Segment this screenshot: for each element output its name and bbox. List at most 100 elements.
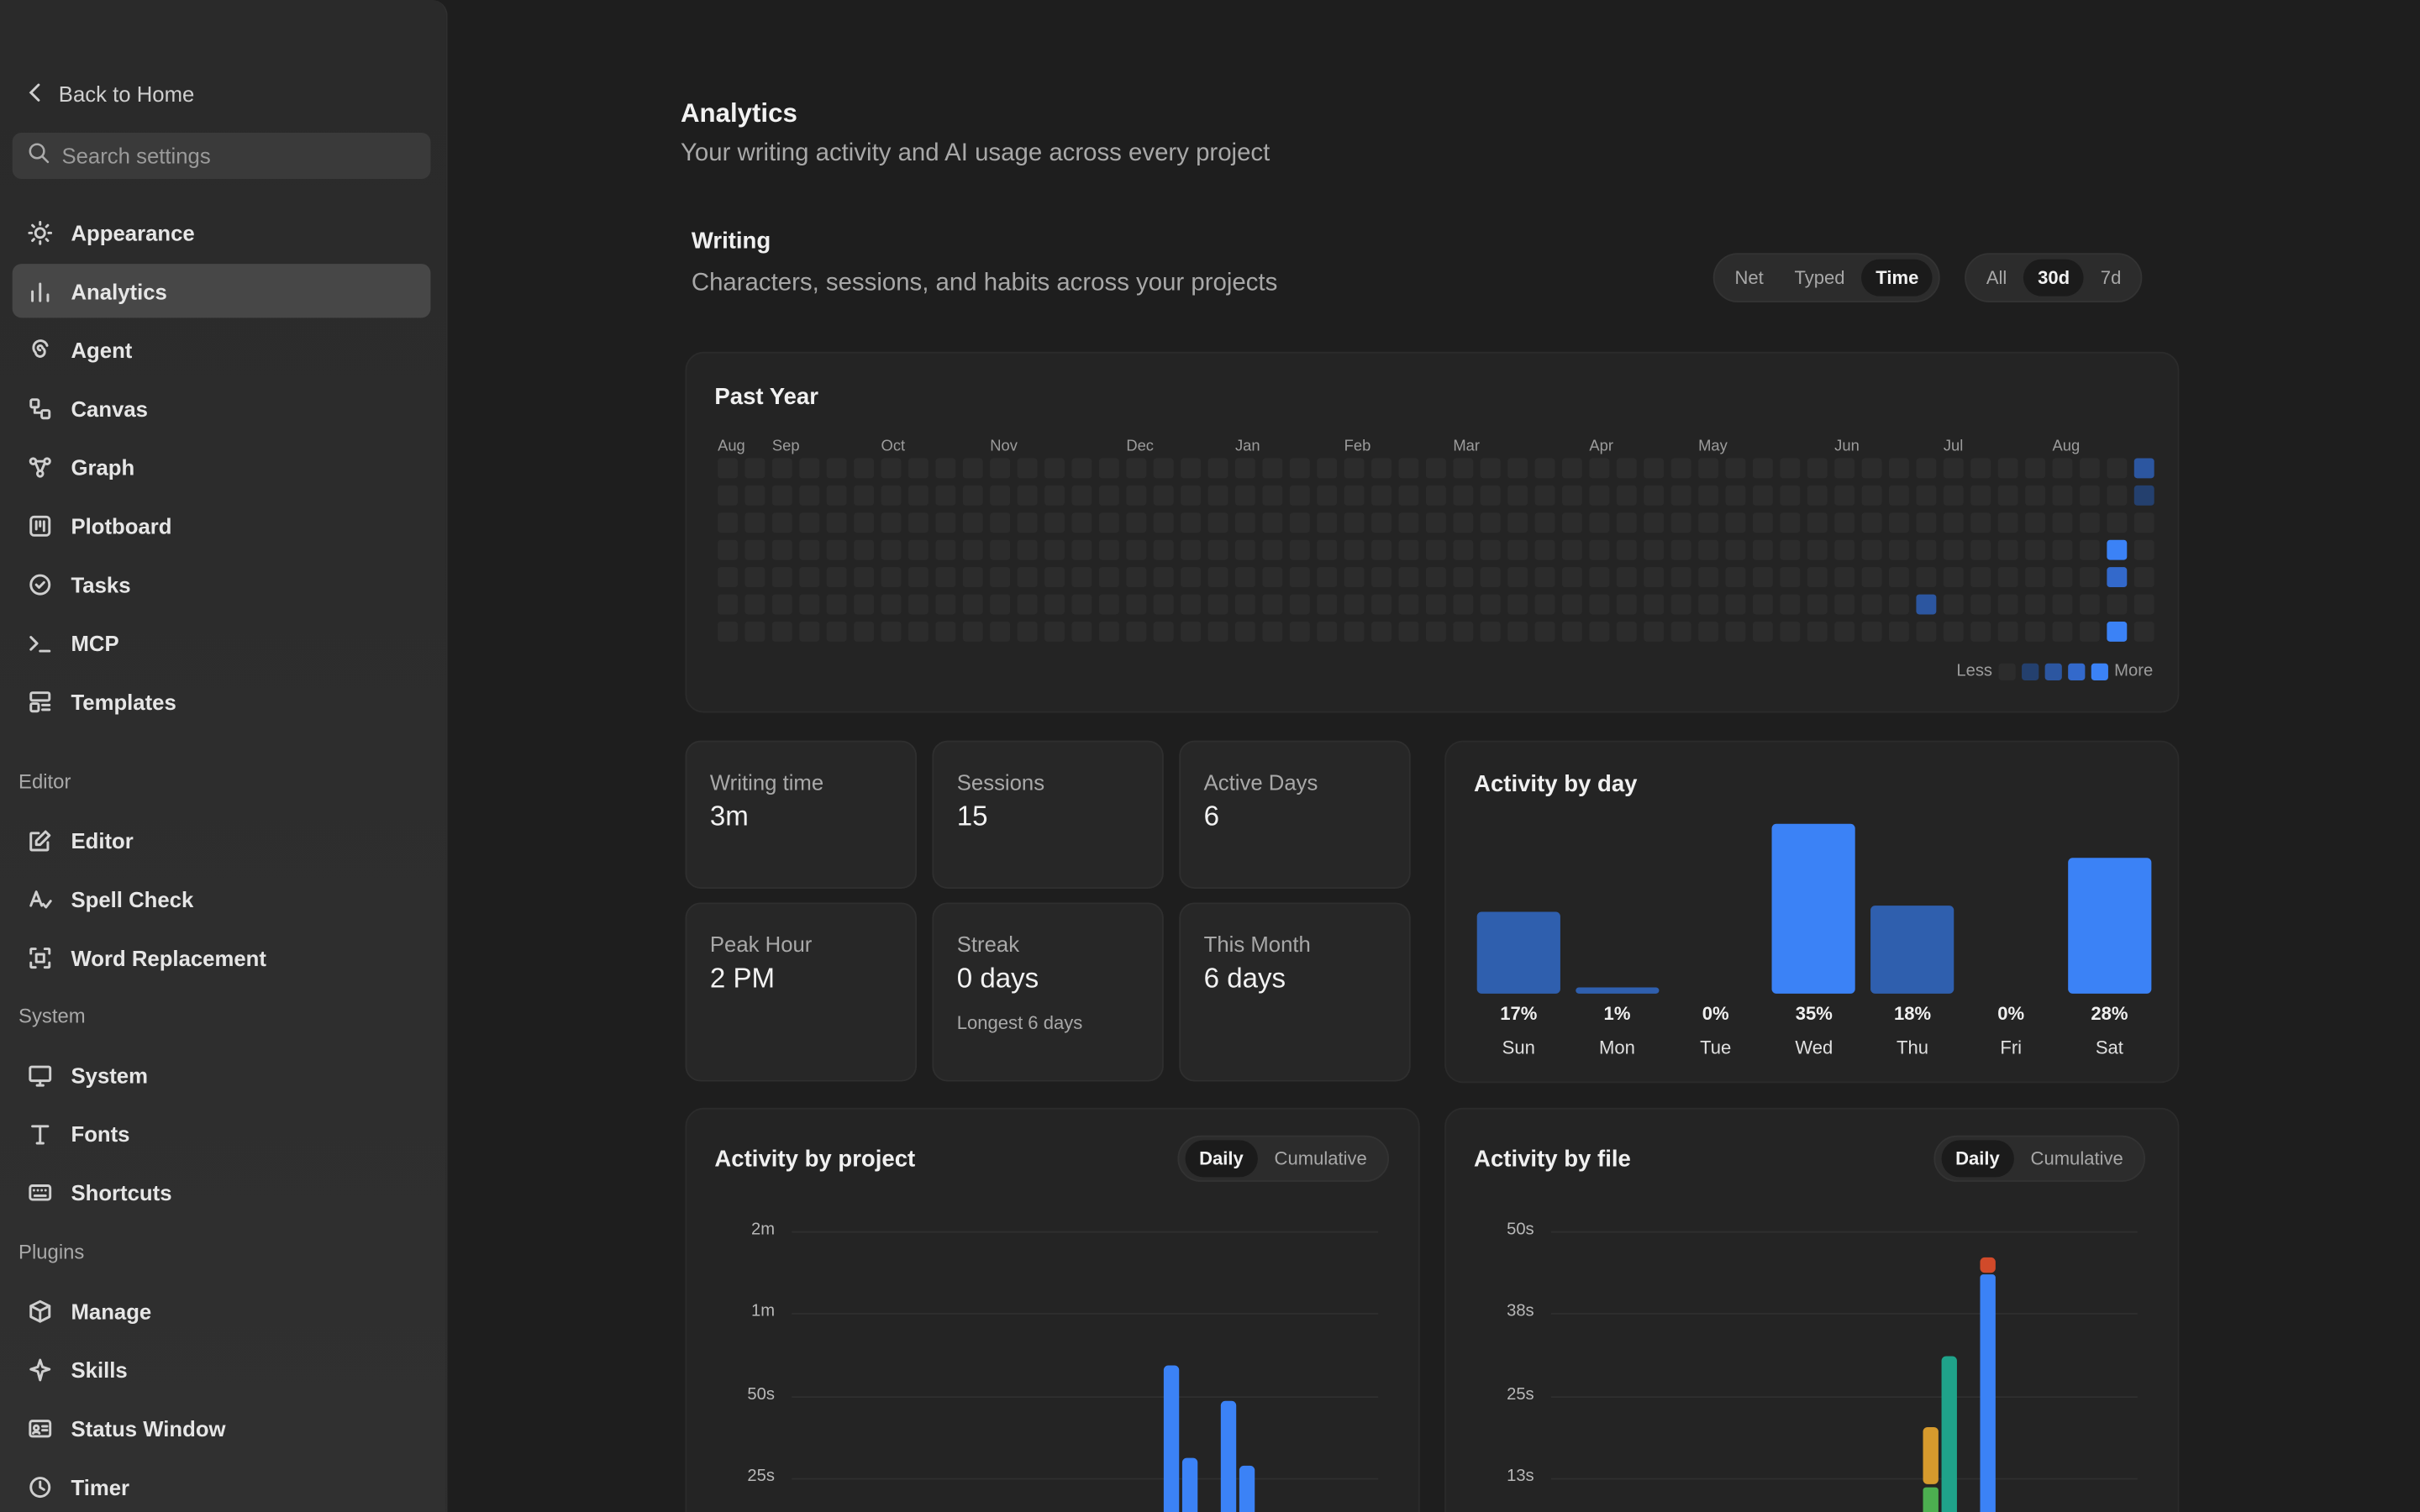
heatmap-cell (799, 567, 820, 588)
sidebar-item-status-window[interactable]: Status Window (13, 1401, 431, 1455)
heatmap-cell (1289, 485, 1310, 506)
range-option-30d[interactable]: 30d (2023, 259, 2084, 297)
heatmap-cell (1670, 512, 1691, 533)
heatmap-cell (1943, 458, 1964, 479)
sidebar-item-timer[interactable]: Timer (13, 1460, 431, 1512)
heatmap-cell (2025, 622, 2045, 642)
settings-search[interactable] (12, 132, 431, 180)
heatmap-cell (2133, 594, 2154, 615)
gridline (1550, 1478, 2138, 1480)
sidebar-item-word-replacement[interactable]: Word Replacement (13, 931, 431, 984)
back-to-home-link[interactable]: Back to Home (28, 81, 194, 107)
sidebar-item-spell-check[interactable]: Spell Check (13, 872, 431, 926)
heatmap-cell (1453, 567, 1474, 588)
legend-level-1 (2021, 662, 2039, 680)
sidebar-item-label: MCP (71, 630, 119, 655)
heatmap-cell (2107, 594, 2128, 615)
type-icon (28, 1121, 52, 1145)
heatmap-cell (1371, 539, 1392, 560)
heatmap-cell (1262, 539, 1283, 560)
sidebar-item-tasks[interactable]: Tasks (13, 557, 431, 611)
range-option-7d[interactable]: 7d (2100, 266, 2122, 289)
heatmap-cell (744, 594, 765, 615)
sidebar-item-manage[interactable]: Manage (13, 1284, 431, 1337)
legend-level-2 (2044, 662, 2062, 680)
analytics-panel: Analytics Your writing activity and AI u… (448, 0, 2420, 1512)
sidebar-item-fonts[interactable]: Fonts (13, 1106, 431, 1160)
sidebar-item-canvas[interactable]: Canvas (13, 381, 431, 435)
heatmap-cell (854, 594, 875, 615)
heatmap-cell (1262, 512, 1283, 533)
heatmap-cell (1725, 622, 1746, 642)
sidebar-item-label: Editor (71, 827, 134, 853)
heatmap-cell (908, 622, 929, 642)
sidebar-item-plotboard[interactable]: Plotboard (13, 498, 431, 552)
heatmap-cell (1562, 567, 1582, 588)
heatmap-cell (1262, 458, 1283, 479)
file-bar-segment (1980, 1257, 1996, 1273)
heatmap-cell (1480, 539, 1501, 560)
monitor-icon (28, 1063, 52, 1087)
heatmap-cell (1398, 567, 1419, 588)
sidebar-item-graph[interactable]: Graph (13, 439, 431, 493)
heatmap-cell (962, 485, 983, 506)
heatmap-month-label: Jul (1943, 438, 1964, 455)
heatmap-cell (744, 512, 765, 533)
heatmap-month-label: Jun (1834, 438, 1860, 455)
sidebar-item-skills[interactable]: Skills (13, 1342, 431, 1396)
heatmap-cell (1616, 594, 1637, 615)
heatmap-cell (1589, 485, 1610, 506)
sidebar-item-agent[interactable]: Agent (13, 323, 431, 376)
heatmap-cell (1970, 539, 1991, 560)
metric-option-net[interactable]: Net (1734, 266, 1764, 289)
heatmap-cell (881, 458, 902, 479)
heatmap-cell (2107, 512, 2128, 533)
file-bars (1923, 1257, 1996, 1512)
heatmap-cell (1644, 485, 1665, 506)
day-name-label: Thu (1897, 1037, 1929, 1058)
stat-value: 0 days (956, 963, 1039, 994)
heatmap-cell (881, 622, 902, 642)
heatmap-cell (826, 539, 847, 560)
sidebar-item-templates[interactable]: Templates (13, 675, 431, 728)
sidebar-item-editor[interactable]: Editor (13, 813, 431, 867)
heatmap-cell (1317, 458, 1338, 479)
heatmap-cell (799, 539, 820, 560)
project-mode-option-daily[interactable]: Daily (1185, 1140, 1258, 1178)
sidebar-item-system[interactable]: System (13, 1047, 431, 1101)
heatmap-cell (1916, 567, 1937, 588)
range-option-all[interactable]: All (1986, 266, 2007, 289)
y-axis-tick-label: 1m (750, 1302, 776, 1321)
search-input[interactable] (61, 143, 417, 169)
project-mode-option-cumulative[interactable]: Cumulative (1274, 1147, 1367, 1170)
stat-peak-hour: Peak Hour 2 PM (685, 902, 917, 1082)
file-mode-option-cumulative[interactable]: Cumulative (2030, 1147, 2123, 1170)
heatmap-cell (962, 594, 983, 615)
heatmap-cell (2079, 458, 2100, 479)
heatmap-cell (2052, 485, 2073, 506)
file-mode-option-daily[interactable]: Daily (1941, 1140, 2014, 1178)
activity-by-project-title: Activity by project (714, 1146, 916, 1173)
heatmap-cell (1289, 512, 1310, 533)
heatmap-cell (2133, 622, 2154, 642)
day-bar (1772, 823, 1856, 994)
heatmap-cell (744, 485, 765, 506)
file-bar-segment (1923, 1487, 1939, 1512)
sidebar-item-mcp[interactable]: MCP (13, 616, 431, 669)
heatmap-cell (1807, 622, 1828, 642)
sidebar-item-appearance[interactable]: Appearance (13, 205, 431, 259)
sidebar-item-analytics[interactable]: Analytics (12, 264, 431, 318)
metric-option-typed[interactable]: Typed (1794, 266, 1845, 289)
heatmap-cell (935, 539, 956, 560)
day-percent-label: 0% (1997, 1002, 2025, 1025)
heatmap-cell (1289, 594, 1310, 615)
metric-option-time[interactable]: Time (1861, 259, 1933, 297)
editor-section-label: Editor (18, 769, 71, 793)
heatmap-cell (1752, 567, 1773, 588)
heatmap-cell (718, 622, 738, 642)
legend-level-0 (1998, 662, 2016, 680)
heatmap-cell (1916, 458, 1937, 479)
heatmap-cell (1398, 458, 1419, 479)
sidebar-item-shortcuts[interactable]: Shortcuts (13, 1165, 431, 1219)
heatmap-cell (1534, 622, 1555, 642)
